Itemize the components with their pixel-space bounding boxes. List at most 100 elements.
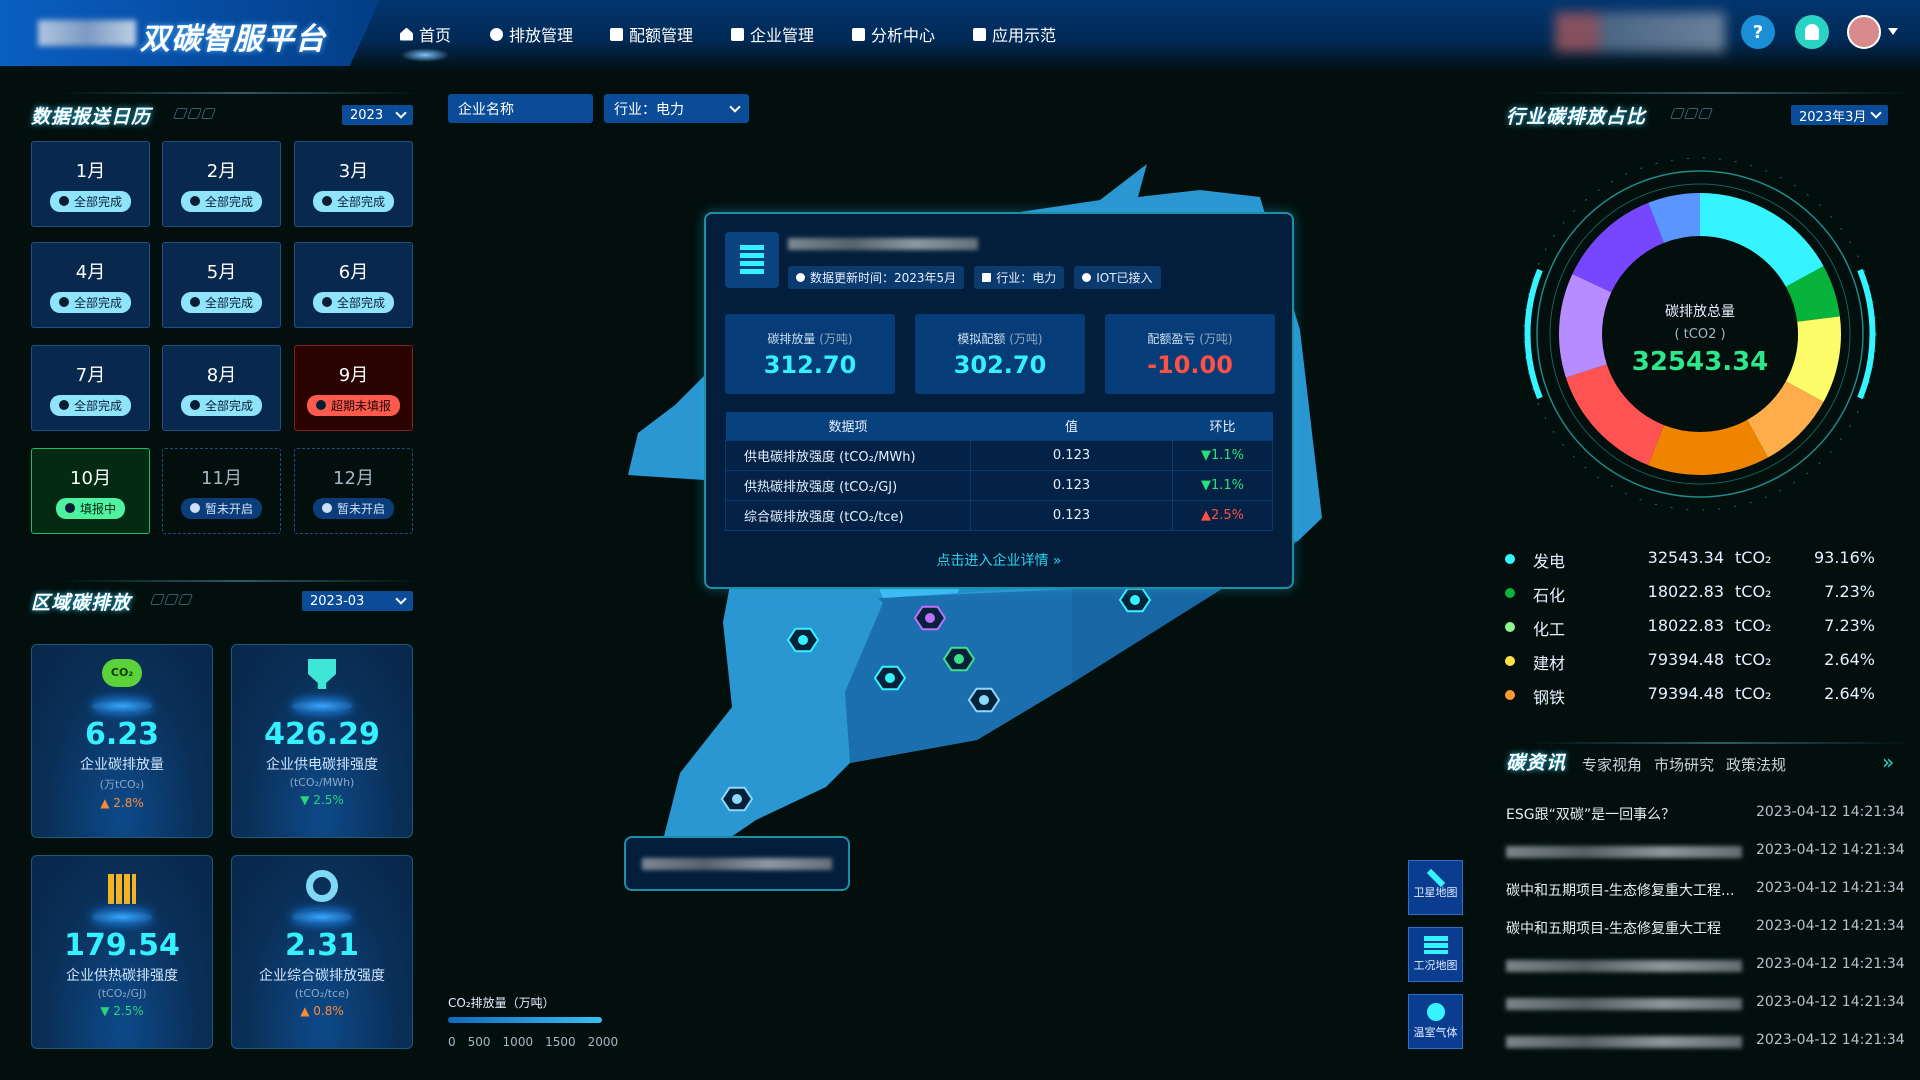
status-badge: 全部完成 (49, 394, 131, 416)
nav-home[interactable]: 首页 (400, 22, 451, 46)
nav-demo[interactable]: 应用示范 (973, 22, 1056, 46)
ring-accent-right (1857, 268, 1876, 400)
month-card[interactable]: 2月 全部完成 (162, 141, 281, 227)
news-item[interactable]: 2023-04-12 14:21:34 (1506, 994, 1906, 1016)
legend-dot (1505, 656, 1515, 666)
kpi-card[interactable]: 2.31 企业综合碳排放强度 (tCO₂/tce) ▲ 0.8% (231, 855, 413, 1049)
industry-select[interactable]: 行业：电力 (604, 94, 749, 123)
news-tab[interactable]: 市场研究 (1654, 756, 1715, 774)
nav-quota[interactable]: 配额管理 (610, 22, 693, 46)
nav-emission[interactable]: 排放管理 (490, 22, 573, 46)
month-card[interactable]: 3月 全部完成 (294, 141, 413, 227)
legend-tick: 0 (448, 1035, 456, 1049)
kpi-card[interactable]: 426.29 企业供电碳排强度 (tCO₂/MWh) ▼ 2.5% (231, 644, 413, 838)
month-card[interactable]: 11月 暂未开启 (162, 448, 281, 534)
kpi-card[interactable]: 179.54 企业供热碳排强度 (tCO₂/GJ) ▼ 2.5% (31, 855, 213, 1049)
map-button-1[interactable]: 工况地图 (1408, 927, 1463, 982)
lightning-marker-icon[interactable] (1118, 587, 1152, 613)
kpi-card[interactable]: CO₂ 6.23 企业碳排放量 (万tCO₂) ▲ 2.8% (31, 644, 213, 838)
month-card[interactable]: 8月 全部完成 (162, 345, 281, 431)
status-icon (189, 400, 200, 410)
news-tab[interactable]: 政策法规 (1726, 756, 1787, 774)
divider (1530, 92, 1910, 94)
help-icon[interactable]: ? (1741, 15, 1775, 49)
industry-tag: 行业：电力 (974, 266, 1065, 289)
donut-segment[interactable] (1648, 419, 1768, 475)
news-more-icon[interactable]: » (1882, 750, 1895, 774)
document-marker-icon[interactable] (720, 786, 754, 812)
nav-analysis[interactable]: 分析中心 (852, 22, 935, 46)
month-card[interactable]: 12月 暂未开启 (294, 448, 413, 534)
popup-stat: 配额盈亏 (万吨) -10.00 (1105, 314, 1275, 394)
donut-segment[interactable] (1559, 273, 1612, 378)
news-tab[interactable]: 专家视角 (1582, 756, 1643, 774)
donut-center-value: 32543.34 (1632, 347, 1769, 377)
month-card[interactable]: 1月 全部完成 (31, 141, 150, 227)
donut-segment[interactable] (1747, 381, 1824, 458)
legend-tick: 500 (467, 1035, 491, 1049)
news-item[interactable]: 2023-04-12 14:21:34 (1506, 1032, 1906, 1054)
nav-enterprise[interactable]: 企业管理 (731, 22, 814, 46)
year-select[interactable]: 2023 (342, 105, 413, 125)
status-badge: 全部完成 (312, 190, 394, 212)
month-card[interactable]: 10月 填报中 (31, 448, 150, 534)
news-title: 碳资讯 (1506, 752, 1567, 774)
news-item[interactable]: 碳中和五期项目-生态修复重大工程... 2023-04-12 14:21:34 (1506, 880, 1905, 899)
inner-ring (1549, 183, 1851, 485)
month-card[interactable]: 6月 全部完成 (294, 242, 413, 328)
donut-segment[interactable] (1785, 316, 1841, 402)
month-card[interactable]: 7月 全部完成 (31, 345, 150, 431)
map-button-2[interactable]: 温室气体 (1408, 994, 1463, 1049)
map-region-central[interactable] (845, 589, 1072, 763)
iot-icon (1082, 273, 1092, 282)
bell-icon[interactable] (1795, 15, 1829, 49)
home-icon (400, 27, 413, 41)
status-badge: 全部完成 (312, 291, 394, 313)
clock-icon (796, 273, 805, 282)
lightning-marker-icon[interactable] (873, 665, 907, 691)
news-item[interactable]: 2023-04-12 14:21:34 (1506, 956, 1906, 978)
month-select[interactable]: 2023年3月 (1791, 105, 1888, 125)
logo-image (38, 20, 136, 46)
divider (1530, 742, 1910, 744)
legend-tick: 1500 (545, 1035, 576, 1049)
chevron-down-icon (729, 100, 741, 113)
caret-down-icon[interactable] (1888, 28, 1898, 35)
redacted-title (1506, 846, 1742, 858)
month-card[interactable]: 9月 超期未填报 (294, 345, 413, 431)
lightning-marker-icon[interactable] (786, 627, 820, 653)
donut-segment[interactable] (1700, 193, 1824, 287)
radiation-marker-icon[interactable] (913, 605, 947, 631)
airport-marker-icon[interactable] (942, 646, 976, 672)
donut-segment[interactable] (1572, 202, 1664, 293)
status-icon (321, 297, 332, 307)
month-card[interactable]: 4月 全部完成 (31, 242, 150, 328)
demo-icon (973, 27, 986, 41)
avatar[interactable] (1847, 15, 1881, 49)
month-card[interactable]: 5月 全部完成 (162, 242, 281, 328)
chevron-down-icon (1870, 107, 1882, 119)
map-button-0[interactable]: 卫星地图 (1408, 860, 1463, 915)
news-item[interactable]: 碳中和五期项目-生态修复重大工程 2023-04-12 14:21:34 (1506, 918, 1905, 937)
enterprise-search-input[interactable]: 企业名称 (448, 94, 593, 123)
status-icon (58, 297, 69, 307)
target-icon (292, 870, 352, 924)
legend-item: 钢铁 79394.48 tCO₂ 2.64% (1505, 684, 1885, 708)
document-marker-icon[interactable] (967, 687, 1001, 713)
status-badge: 全部完成 (180, 190, 262, 212)
user-info[interactable] (1555, 12, 1725, 52)
enterprise-detail-link[interactable]: 点击进入企业详情 » (936, 553, 1062, 569)
table-row: 供电碳排放强度 (tCO₂/MWh) 0.123 ▼1.1% (725, 439, 1273, 471)
donut-segment[interactable] (1785, 266, 1840, 322)
popup-table: 数据项值环比 供电碳排放强度 (tCO₂/MWh) 0.123 ▼1.1% 供热碳排放… (725, 412, 1273, 531)
news-item[interactable]: ESG跟“双碳”是一回事么？ 2023-04-12 14:21:34 (1506, 804, 1905, 823)
server-icon (1423, 936, 1448, 954)
status-icon (58, 196, 69, 206)
ring-accent-left (1524, 268, 1543, 400)
redacted-title (1506, 998, 1742, 1010)
period-select[interactable]: 2023-03 (302, 591, 413, 611)
donut-segment[interactable] (1565, 364, 1664, 466)
legend-dot (1505, 690, 1515, 700)
news-item[interactable]: 2023-04-12 14:21:34 (1506, 842, 1906, 864)
donut-segment[interactable] (1648, 193, 1700, 243)
